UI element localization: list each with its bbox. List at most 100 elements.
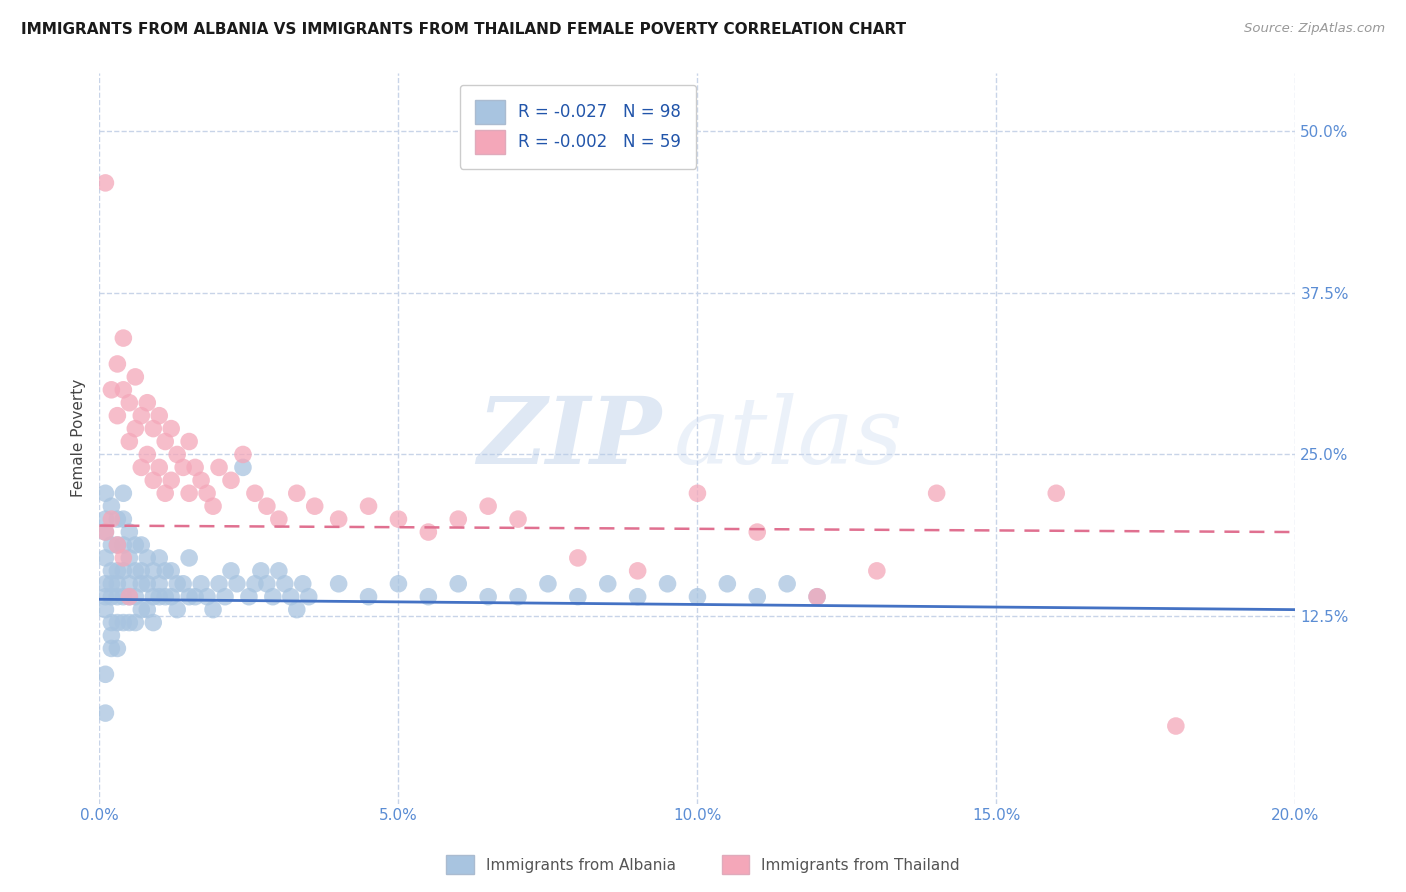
Point	[118, 434, 141, 449]
Point	[100, 512, 122, 526]
Point	[190, 473, 212, 487]
Point	[214, 590, 236, 604]
Point	[100, 564, 122, 578]
Point	[94, 706, 117, 720]
Point	[179, 434, 201, 449]
Point	[506, 590, 529, 604]
Point	[105, 512, 128, 526]
Point	[243, 576, 266, 591]
Text: atlas: atlas	[673, 393, 903, 483]
Point	[100, 576, 122, 591]
Point	[129, 460, 152, 475]
Point	[866, 564, 889, 578]
Point	[118, 590, 141, 604]
Legend: R = -0.027   N = 98, R = -0.002   N = 59: R = -0.027 N = 98, R = -0.002 N = 59	[460, 85, 696, 169]
Point	[219, 564, 242, 578]
Point	[148, 550, 170, 565]
Point	[184, 460, 207, 475]
Point	[166, 576, 188, 591]
Point	[172, 576, 194, 591]
Point	[124, 538, 146, 552]
Text: ZIP: ZIP	[477, 393, 662, 483]
Point	[118, 524, 141, 539]
Point	[94, 524, 117, 539]
Point	[202, 499, 225, 513]
Point	[195, 486, 218, 500]
Point	[136, 447, 159, 461]
Point	[94, 602, 117, 616]
Point	[925, 486, 948, 500]
Point	[94, 176, 117, 190]
Point	[136, 395, 159, 409]
Point	[537, 576, 560, 591]
Point	[267, 564, 290, 578]
Point	[155, 486, 177, 500]
Point	[100, 590, 122, 604]
Point	[148, 590, 170, 604]
Point	[184, 590, 207, 604]
Point	[100, 628, 122, 642]
Point	[118, 550, 141, 565]
Point	[142, 473, 165, 487]
Point	[357, 590, 380, 604]
Point	[148, 460, 170, 475]
Point	[387, 576, 409, 591]
Point	[686, 590, 709, 604]
Point	[118, 615, 141, 630]
Point	[250, 564, 273, 578]
Point	[567, 550, 589, 565]
Point	[256, 499, 278, 513]
Point	[291, 576, 314, 591]
Point	[155, 564, 177, 578]
Point	[112, 331, 135, 345]
Point	[1045, 486, 1067, 500]
Point	[112, 486, 135, 500]
Y-axis label: Female Poverty: Female Poverty	[72, 379, 86, 498]
Point	[105, 538, 128, 552]
Point	[238, 590, 260, 604]
Point	[105, 615, 128, 630]
Point	[627, 564, 650, 578]
Point	[477, 499, 499, 513]
Point	[506, 512, 529, 526]
Point	[105, 590, 128, 604]
Point	[166, 602, 188, 616]
Point	[447, 576, 470, 591]
Point	[280, 590, 302, 604]
Legend: Immigrants from Albania, Immigrants from Thailand: Immigrants from Albania, Immigrants from…	[440, 849, 966, 880]
Point	[232, 460, 254, 475]
Point	[747, 590, 769, 604]
Point	[806, 590, 828, 604]
Point	[94, 524, 117, 539]
Point	[112, 564, 135, 578]
Point	[304, 499, 326, 513]
Point	[190, 576, 212, 591]
Point	[747, 524, 769, 539]
Point	[148, 576, 170, 591]
Point	[112, 615, 135, 630]
Point	[94, 590, 117, 604]
Point	[94, 576, 117, 591]
Point	[105, 357, 128, 371]
Point	[806, 590, 828, 604]
Point	[100, 499, 122, 513]
Point	[129, 576, 152, 591]
Point	[155, 590, 177, 604]
Point	[136, 602, 159, 616]
Point	[105, 576, 128, 591]
Point	[124, 564, 146, 578]
Point	[100, 538, 122, 552]
Point	[112, 512, 135, 526]
Point	[1164, 719, 1187, 733]
Point	[94, 486, 117, 500]
Point	[166, 447, 188, 461]
Point	[94, 667, 117, 681]
Point	[112, 538, 135, 552]
Point	[160, 473, 183, 487]
Point	[219, 473, 242, 487]
Point	[285, 486, 308, 500]
Point	[142, 421, 165, 435]
Point	[267, 512, 290, 526]
Point	[232, 447, 254, 461]
Point	[627, 590, 650, 604]
